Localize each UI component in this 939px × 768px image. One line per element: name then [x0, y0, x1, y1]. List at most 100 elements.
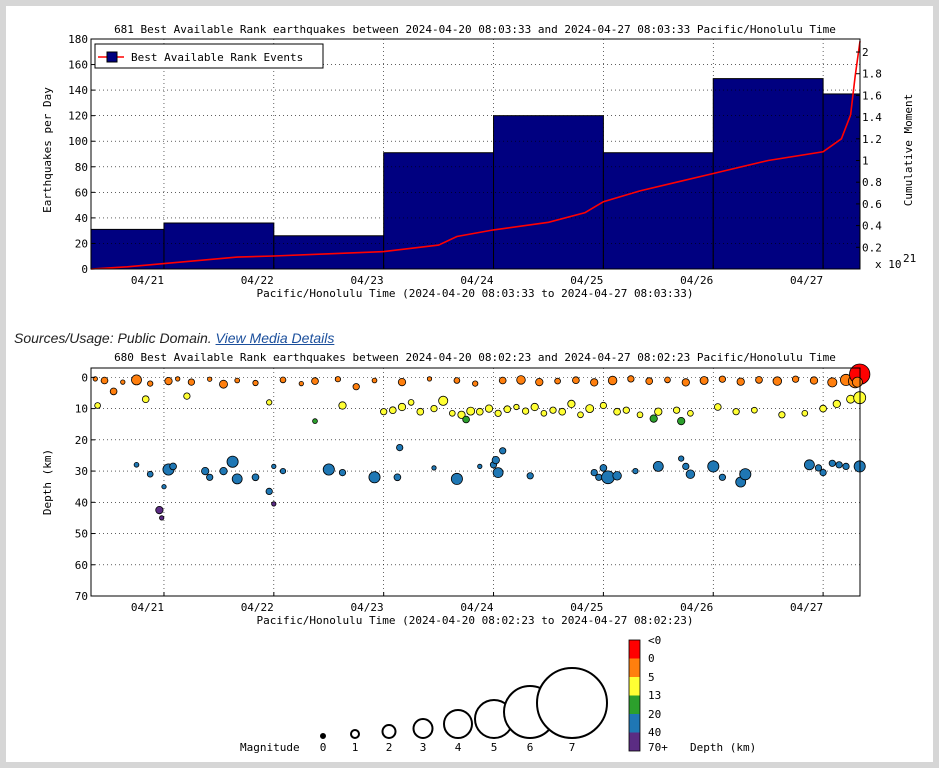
x-axis-label: Pacific/Honolulu Time (2024-04-20 08:02:… [256, 614, 693, 627]
earthquake-point [484, 404, 494, 413]
earthquake-point [687, 409, 694, 417]
earthquake-point [352, 383, 360, 391]
depth-colorbar-segment [629, 658, 640, 677]
magnitude-legend-circle [536, 667, 608, 739]
x-tick-label: 04/22 [241, 274, 274, 287]
y-axis-label: Depth (km) [41, 449, 54, 515]
earthquake-point [271, 501, 277, 507]
y-tick-label: 60 [75, 186, 88, 199]
earthquake-point [371, 377, 378, 384]
earthquake-point [169, 462, 177, 471]
x-tick-label: 04/24 [460, 601, 493, 614]
y-tick-label: 40 [75, 212, 88, 225]
earthquake-point [146, 470, 154, 478]
earthquake-point [613, 407, 621, 416]
y-tick-label: 10 [75, 403, 88, 416]
depth-legend-value: 5 [648, 671, 655, 684]
legend-label: Best Available Rank Events [131, 51, 303, 64]
earthquake-point [685, 469, 696, 479]
earthquake-point [94, 402, 101, 409]
earthquake-point [397, 377, 407, 387]
earthquake-point [590, 378, 599, 387]
magnitude-legend-value: 1 [352, 741, 359, 754]
magnitude-legend-value: 5 [491, 741, 498, 754]
y2-tick-label: 0.8 [862, 176, 882, 189]
earthquake-point [652, 460, 664, 472]
depth-colorbar-segment [629, 640, 640, 659]
view-media-details-link[interactable]: View Media Details [215, 330, 335, 346]
depth-legend-value: 40 [648, 726, 661, 739]
earthquake-point [438, 395, 449, 406]
x-tick-label: 04/21 [131, 274, 164, 287]
earthquake-point [558, 407, 566, 416]
earthquake-point [450, 472, 463, 485]
earthquake-point [100, 376, 109, 385]
earthquake-point [677, 416, 686, 426]
earthquake-point [338, 401, 347, 410]
x-tick-label: 04/25 [570, 601, 603, 614]
media-caption: Sources/Usage: Public Domain. View Media… [14, 330, 334, 346]
magnitude-legend-value: 0 [320, 741, 327, 754]
earthquake-point [713, 403, 722, 411]
earthquake-point [498, 376, 507, 385]
y-axis-label: Earthquakes per Day [41, 87, 54, 213]
earthquake-point [682, 462, 690, 470]
y2-tick-label: 0.4 [862, 220, 882, 233]
earthquake-point [819, 404, 827, 413]
x-tick-label: 04/26 [680, 601, 713, 614]
earthquake-point [380, 408, 388, 416]
earthquake-point [311, 377, 319, 385]
chart-title: 680 Best Available Rank earthquakes betw… [114, 351, 836, 364]
magnitude-legend-circle [443, 709, 473, 739]
cumulative-moment-line [90, 41, 861, 270]
y-tick-label: 20 [75, 237, 88, 250]
earthquake-point [718, 375, 727, 383]
x-tick-label: 04/26 [680, 274, 713, 287]
y2-tick-label: 0.6 [862, 198, 882, 211]
earthquake-point [109, 387, 118, 396]
depth-legend-value: 13 [648, 689, 661, 702]
earthquake-point [338, 468, 347, 477]
earthquake-point [607, 375, 618, 386]
legend-swatch [106, 51, 118, 63]
earthquake-point [183, 392, 191, 400]
y-tick-label: 0 [81, 263, 88, 276]
y-tick-label: 40 [75, 496, 88, 509]
earthquake-point [279, 467, 287, 475]
y2-tick-label: 0.2 [862, 241, 882, 254]
earthquake-point [599, 464, 608, 472]
earthquake-point [462, 415, 470, 424]
earthquake-point [477, 463, 483, 469]
earthquake-point [252, 379, 259, 387]
magnitude-legend-value: 2 [386, 741, 393, 754]
earthquake-point [147, 380, 154, 387]
earthquake-point [226, 455, 239, 468]
earthquake-point [234, 377, 241, 384]
magnitude-legend-value: 3 [420, 741, 427, 754]
earthquake-point [368, 471, 381, 484]
bar [822, 93, 861, 270]
earthquake-point [577, 411, 584, 419]
earthquake-point [809, 376, 819, 385]
earthquake-point [131, 374, 142, 386]
earthquake-point [828, 459, 836, 467]
x-tick-label: 04/27 [790, 601, 823, 614]
y-tick-label: 160 [68, 59, 88, 72]
y-tick-label: 80 [75, 161, 88, 174]
magnitude-legend-circle [412, 718, 434, 739]
earthquake-point [636, 411, 644, 419]
magnitude-legend-circle [350, 729, 360, 739]
earthquake-point [732, 408, 740, 416]
earthquake-point [521, 407, 530, 415]
x-tick-label: 04/23 [351, 601, 384, 614]
legend-box [94, 43, 324, 69]
x-tick-label: 04/25 [570, 274, 603, 287]
plot-frame [90, 367, 861, 597]
earthquake-point [595, 473, 603, 481]
x-tick-label: 04/27 [790, 274, 823, 287]
depth-colorbar-segment [629, 695, 640, 714]
earthquake-point [271, 463, 277, 469]
y-tick-label: 60 [75, 559, 88, 572]
x-tick-label: 04/23 [351, 274, 384, 287]
magnitude-legend-circle [381, 724, 397, 739]
